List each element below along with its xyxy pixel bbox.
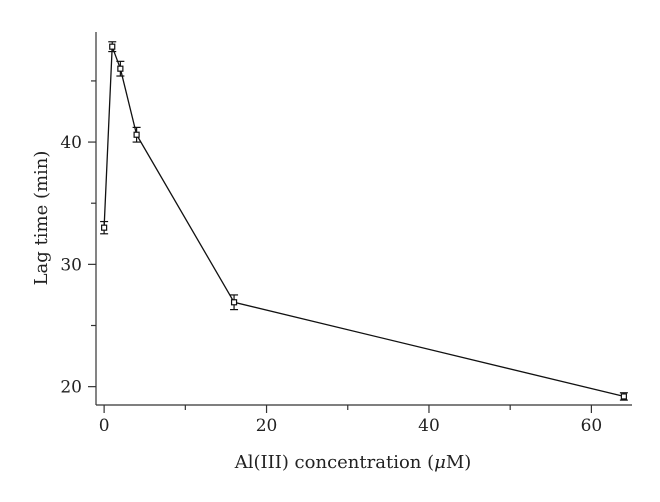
series-line bbox=[103, 46, 625, 398]
x-axis-title-prefix: Al(III) concentration ( bbox=[234, 452, 434, 473]
x-tick-label: 60 bbox=[581, 416, 603, 436]
y-tick-label: 30 bbox=[60, 255, 82, 275]
data-point bbox=[133, 131, 140, 138]
data-point bbox=[101, 224, 108, 231]
series bbox=[100, 41, 628, 401]
data-point bbox=[117, 65, 124, 72]
y-tick-label: 20 bbox=[60, 378, 82, 398]
data-point bbox=[109, 43, 116, 50]
x-axis-title: Al(III) concentration (μM) bbox=[234, 452, 472, 473]
x-tick-label: 0 bbox=[99, 416, 110, 436]
y-axis-title: Lag time (min) bbox=[31, 151, 52, 286]
x-tick-label: 40 bbox=[418, 416, 440, 436]
ticks: 0 20 40 60 20 30 40 bbox=[60, 80, 603, 436]
data-point bbox=[230, 299, 238, 306]
data-point bbox=[620, 393, 627, 400]
x-axis-title-suffix: M) bbox=[446, 452, 471, 473]
axes bbox=[95, 32, 632, 406]
x-axis-title-mu: μ bbox=[434, 452, 446, 473]
y-tick-label: 40 bbox=[60, 133, 82, 153]
x-tick-label: 20 bbox=[256, 416, 278, 436]
